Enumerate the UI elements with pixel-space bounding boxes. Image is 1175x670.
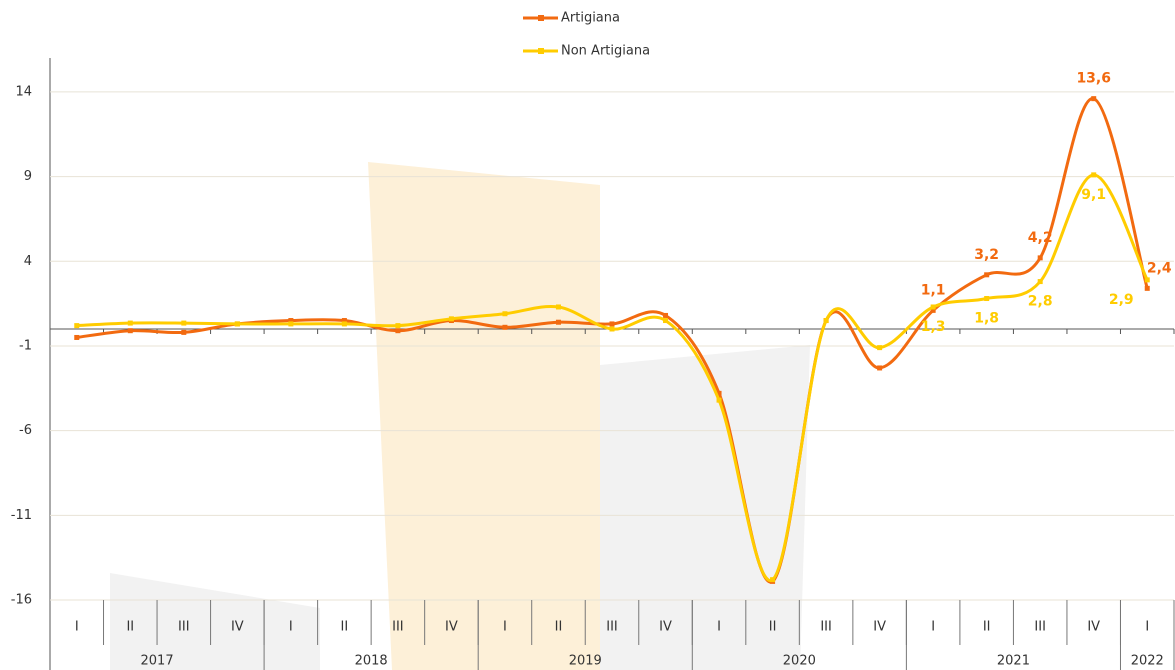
x-tick-label: I bbox=[717, 620, 721, 635]
value-label: 3,2 bbox=[974, 247, 999, 263]
marker bbox=[770, 577, 776, 583]
y-tick-label: -11 bbox=[11, 508, 32, 523]
x-tick-label: III bbox=[606, 620, 618, 635]
year-label: 2019 bbox=[569, 654, 602, 669]
marker bbox=[877, 345, 883, 351]
marker bbox=[341, 321, 347, 327]
marker bbox=[127, 320, 133, 326]
marker bbox=[555, 319, 561, 325]
x-tick-label: IV bbox=[231, 620, 244, 635]
marker bbox=[716, 390, 722, 396]
marker bbox=[395, 323, 401, 329]
decor bbox=[110, 573, 320, 670]
x-tick-label: I bbox=[75, 620, 79, 635]
decor bbox=[600, 345, 810, 670]
marker bbox=[502, 324, 508, 330]
x-tick-label: IV bbox=[445, 620, 458, 635]
marker bbox=[984, 272, 990, 278]
legend-marker bbox=[538, 48, 544, 54]
x-tick-label: III bbox=[178, 620, 190, 635]
legend-label: Non Artigiana bbox=[561, 44, 650, 59]
x-tick-label: I bbox=[1145, 620, 1149, 635]
marker bbox=[1037, 279, 1043, 285]
marker bbox=[502, 311, 508, 317]
marker bbox=[609, 326, 615, 332]
year-label: 2022 bbox=[1131, 654, 1164, 669]
marker bbox=[663, 318, 669, 324]
value-label: 1,1 bbox=[921, 282, 946, 298]
marker bbox=[234, 321, 240, 327]
value-label: 4,2 bbox=[1028, 230, 1053, 246]
marker bbox=[1037, 255, 1043, 261]
x-tick-label: I bbox=[503, 620, 507, 635]
y-tick-label: -16 bbox=[11, 593, 32, 608]
year-label: 2020 bbox=[783, 654, 816, 669]
x-tick-label: II bbox=[983, 620, 991, 635]
year-label: 2017 bbox=[141, 654, 174, 669]
marker bbox=[716, 397, 722, 403]
marker bbox=[930, 307, 936, 313]
x-tick-label: II bbox=[341, 620, 349, 635]
marker bbox=[181, 320, 187, 326]
marker bbox=[341, 318, 347, 324]
marker bbox=[448, 316, 454, 322]
x-tick-label: III bbox=[820, 620, 832, 635]
marker bbox=[1091, 96, 1097, 102]
marker bbox=[877, 365, 883, 371]
marker bbox=[1091, 172, 1097, 178]
x-tick-label: II bbox=[555, 620, 563, 635]
marker bbox=[181, 329, 187, 335]
x-tick-label: II bbox=[126, 620, 134, 635]
marker bbox=[609, 321, 615, 327]
marker bbox=[288, 321, 294, 327]
marker bbox=[288, 318, 294, 324]
legend: Artigiana Non Artigiana bbox=[523, 11, 650, 59]
y-tick-label: -1 bbox=[19, 338, 32, 353]
marker bbox=[555, 304, 561, 310]
marker bbox=[1144, 285, 1150, 291]
value-label: 2,9 bbox=[1109, 292, 1134, 308]
x-tick-label: I bbox=[931, 620, 935, 635]
legend-marker bbox=[538, 15, 544, 21]
x-tick-label: III bbox=[392, 620, 404, 635]
value-label: 2,4 bbox=[1147, 260, 1172, 276]
value-label: 1,8 bbox=[974, 311, 999, 327]
marker bbox=[74, 323, 80, 329]
marker bbox=[823, 318, 829, 324]
marker bbox=[663, 312, 669, 318]
x-tick-label: IV bbox=[1087, 620, 1100, 635]
value-label: 13,6 bbox=[1076, 71, 1111, 87]
decor bbox=[368, 162, 600, 670]
y-tick-label: -6 bbox=[19, 423, 32, 438]
y-tick-label: 4 bbox=[24, 254, 32, 269]
marker bbox=[1144, 277, 1150, 283]
x-tick-label: IV bbox=[873, 620, 886, 635]
marker bbox=[984, 296, 990, 302]
marker bbox=[74, 334, 80, 340]
y-tick-label: 9 bbox=[24, 169, 32, 184]
marker bbox=[395, 328, 401, 334]
marker bbox=[127, 328, 133, 334]
legend-label: Artigiana bbox=[561, 11, 620, 26]
x-tick-label: II bbox=[769, 620, 777, 635]
value-label: 2,8 bbox=[1028, 294, 1053, 310]
x-tick-label: I bbox=[289, 620, 293, 635]
year-label: 2018 bbox=[355, 654, 388, 669]
marker bbox=[930, 304, 936, 310]
value-label: 1,3 bbox=[921, 319, 946, 335]
x-tick-label: III bbox=[1034, 620, 1046, 635]
value-label: 9,1 bbox=[1081, 187, 1106, 203]
x-tick-label: IV bbox=[659, 620, 672, 635]
year-label: 2021 bbox=[997, 654, 1030, 669]
y-tick-label: 14 bbox=[15, 84, 32, 99]
